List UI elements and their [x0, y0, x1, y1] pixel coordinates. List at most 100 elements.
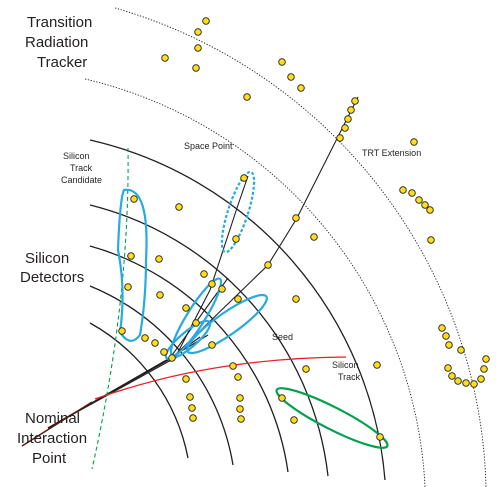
trt-hit	[438, 324, 446, 332]
label-space-point: Space Point	[184, 141, 233, 151]
silicon-hit	[302, 365, 310, 373]
trt-hit	[442, 332, 450, 340]
silicon-hit	[376, 433, 384, 441]
trt-outer-boundary	[114, 7, 487, 487]
candidate-capsule	[116, 188, 148, 342]
silicon-hit	[292, 295, 300, 303]
silicon-hit	[156, 291, 164, 299]
red-track-curve	[94, 356, 347, 400]
hit-points	[118, 17, 490, 441]
label-nominal-ip-1: Nominal	[25, 410, 80, 427]
silicon-hit	[168, 354, 176, 362]
seed-capsule-upper-dashed	[220, 170, 256, 254]
label-silicon-track-candidate-1: Silicon	[63, 151, 90, 161]
trt-hit	[448, 372, 456, 380]
silicon-hit	[124, 283, 132, 291]
label-silicon-detectors-2: Detectors	[20, 269, 84, 286]
silicon-hit	[118, 327, 126, 335]
silicon-hit	[155, 255, 163, 263]
silicon-hit	[310, 233, 318, 241]
silicon-hit	[192, 319, 200, 327]
silicon-hit	[264, 261, 272, 269]
label-nominal-ip-3: Point	[32, 450, 67, 467]
trt-hit	[341, 124, 349, 132]
silicon-hit	[141, 334, 149, 342]
trt-hit	[482, 355, 490, 363]
silicon-hit	[234, 295, 242, 303]
trt-hit	[426, 206, 434, 214]
silicon-hit	[175, 203, 183, 211]
silicon-hit	[186, 393, 194, 401]
silicon-track-candidate-line	[91, 147, 129, 470]
trt-hit	[462, 379, 470, 387]
label-trt-line-1: Transition	[27, 14, 92, 31]
silicon-hit	[229, 362, 237, 370]
label-silicon-detectors-1: Silicon	[25, 250, 69, 267]
trt-hit	[192, 64, 200, 72]
label-trt-line-3: Tracker	[37, 54, 87, 71]
trt-hit	[477, 375, 485, 383]
labels: Transition Radiation Tracker Silicon Tra…	[17, 14, 421, 467]
track-mid	[47, 277, 229, 429]
label-silicon-track-1: Silicon	[332, 360, 359, 370]
silicon-hit	[373, 361, 381, 369]
trt-hit	[202, 17, 210, 25]
silicon-hit	[236, 405, 244, 413]
label-trt-line-2: Radiation	[25, 34, 88, 51]
track-upper	[47, 175, 249, 429]
silicon-hit	[182, 375, 190, 383]
silicon-hit	[208, 341, 216, 349]
silicon-hit	[160, 348, 168, 356]
trt-hit	[287, 73, 295, 81]
trt-hit	[445, 341, 453, 349]
trt-hit	[457, 346, 465, 354]
silicon-hit	[237, 415, 245, 423]
silicon-hit	[151, 339, 159, 347]
label-silicon-track-2: Track	[338, 372, 361, 382]
trt-boundary-arcs	[84, 7, 487, 487]
trt-hit	[344, 115, 352, 123]
silicon-track-capsule	[275, 387, 389, 449]
silicon-hit	[278, 394, 286, 402]
trt-hit	[470, 380, 478, 388]
trt-hit	[297, 84, 305, 92]
trt-hit	[161, 54, 169, 62]
label-seed: Seed	[272, 332, 293, 342]
trt-hit	[408, 189, 416, 197]
silicon-layer-2	[89, 285, 234, 466]
trt-inner-boundary	[84, 78, 426, 487]
silicon-hit	[290, 416, 298, 424]
label-nominal-ip-2: Interaction	[17, 430, 87, 447]
silicon-hit	[189, 414, 197, 422]
silicon-hit	[234, 373, 242, 381]
highlight-capsules	[116, 170, 389, 449]
silicon-hit	[208, 280, 216, 288]
trt-hit	[415, 196, 423, 204]
label-silicon-track-candidate-3: Candidate	[61, 175, 102, 185]
silicon-hit	[218, 285, 226, 293]
silicon-hit	[127, 252, 135, 260]
silicon-layer-3	[89, 245, 289, 473]
trt-hit	[454, 377, 462, 385]
trt-hit	[336, 134, 344, 142]
trt-hit	[243, 93, 251, 101]
silicon-layer-5	[89, 139, 386, 481]
silicon-layer-1	[89, 322, 189, 459]
silicon-hit	[188, 404, 196, 412]
silicon-hit	[292, 214, 300, 222]
trt-hit	[480, 365, 488, 373]
silicon-hit	[130, 195, 138, 203]
label-silicon-track-candidate-2: Track	[70, 163, 93, 173]
silicon-hit	[240, 174, 248, 182]
trt-hit	[194, 28, 202, 36]
trt-hit	[194, 44, 202, 52]
trt-hit	[444, 364, 452, 372]
trt-hit	[347, 106, 355, 114]
silicon-hit	[232, 235, 240, 243]
silicon-hit	[200, 270, 208, 278]
trt-hit	[410, 138, 418, 146]
seed-capsule-small	[164, 319, 212, 361]
trt-hit	[351, 97, 359, 105]
trt-hit	[421, 201, 429, 209]
